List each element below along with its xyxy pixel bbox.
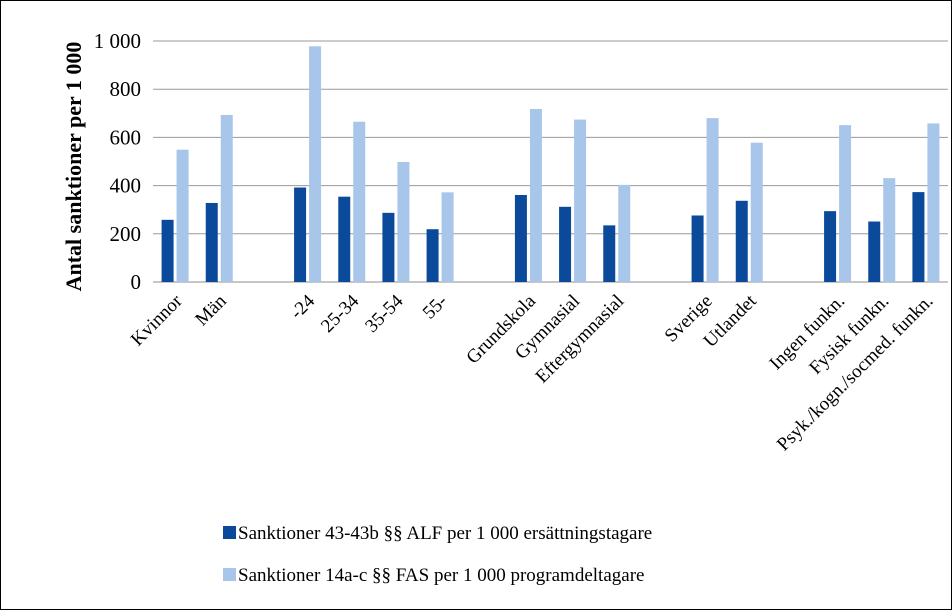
bar-fas bbox=[618, 184, 631, 282]
bar-alf bbox=[868, 221, 881, 282]
bar-alf bbox=[559, 206, 572, 282]
bar-alf bbox=[205, 202, 218, 282]
y-tick-label: 0 bbox=[131, 270, 142, 294]
bar-alf bbox=[603, 225, 616, 282]
bar-alf bbox=[735, 200, 748, 282]
bar-alf bbox=[294, 187, 307, 282]
legend-label-alf: Sanktioner 43-43b §§ ALF per 1 000 ersät… bbox=[238, 523, 652, 544]
legend-label-fas: Sanktioner 14a-c §§ FAS per 1 000 progra… bbox=[238, 565, 644, 586]
bar-alf bbox=[161, 219, 174, 282]
bars bbox=[161, 46, 940, 283]
x-tick-label: 25-34 bbox=[317, 290, 364, 337]
y-tick-label: 800 bbox=[110, 77, 142, 101]
bar-fas bbox=[574, 119, 587, 282]
bar-fas bbox=[176, 149, 189, 282]
bar-fas bbox=[309, 46, 322, 282]
bar-alf bbox=[338, 196, 351, 282]
bar-alf bbox=[514, 194, 527, 282]
bar-fas bbox=[927, 123, 940, 282]
bar-fas bbox=[529, 108, 542, 282]
bar-fas bbox=[220, 114, 233, 282]
legend-swatch-fas bbox=[223, 568, 236, 581]
bar-alf bbox=[912, 192, 925, 282]
bar-fas bbox=[441, 192, 454, 282]
bar-alf bbox=[426, 229, 439, 282]
y-tick-label: 400 bbox=[110, 174, 142, 198]
x-tick-label: 55- bbox=[419, 291, 452, 324]
legend-swatch-alf bbox=[223, 526, 236, 539]
bar-alf bbox=[824, 211, 837, 282]
bar-fas bbox=[397, 161, 410, 282]
x-tick-label: 35-54 bbox=[361, 290, 408, 337]
y-tick-label: 200 bbox=[110, 222, 142, 246]
bar-alf bbox=[691, 215, 704, 282]
legend: Sanktioner 43-43b §§ ALF per 1 000 ersät… bbox=[223, 523, 652, 586]
bar-fas bbox=[883, 178, 896, 282]
bar-fas bbox=[750, 142, 763, 282]
x-tick-label: Män bbox=[191, 290, 231, 330]
gridlines bbox=[153, 40, 948, 283]
bar-fas bbox=[353, 121, 366, 282]
y-tick-label: 600 bbox=[110, 125, 142, 149]
y-tick-label: 1 000 bbox=[94, 29, 141, 53]
x-tick-label: Kvinnor bbox=[127, 290, 187, 350]
bar-fas bbox=[706, 118, 719, 283]
bar-fas bbox=[839, 125, 852, 282]
y-tick-labels: 0 200 400 600 800 1 000 bbox=[94, 29, 141, 294]
y-axis-title: Antal sanktioner per 1 000 bbox=[61, 42, 86, 292]
x-tick-label: -24 bbox=[286, 290, 319, 323]
bar-alf bbox=[382, 212, 395, 282]
